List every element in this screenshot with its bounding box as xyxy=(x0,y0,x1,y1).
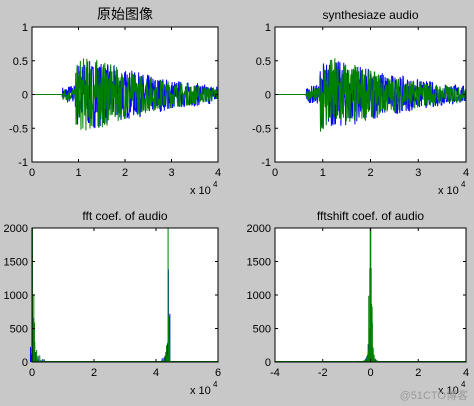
x-tick-label: 0 xyxy=(367,367,373,379)
y-tick-label: 0 xyxy=(265,90,271,102)
y-tick-label: 500 xyxy=(10,324,28,336)
series-2 xyxy=(32,58,219,131)
x-tick-label: 4 xyxy=(463,367,469,379)
y-tick-label: 2000 xyxy=(247,223,271,235)
x-tick-label: 0 xyxy=(29,167,35,179)
subplot-title: 原始图像 xyxy=(97,6,153,22)
y-tick-label: 1 xyxy=(22,22,28,34)
y-tick-label: 1000 xyxy=(247,290,271,302)
series-2-line xyxy=(32,58,219,131)
x-tick-label: 0 xyxy=(272,167,278,179)
x-exponent-power: 4 xyxy=(213,380,218,389)
y-tick-label: -1 xyxy=(18,157,28,169)
y-tick-label: 0 xyxy=(22,357,28,369)
series-2-line xyxy=(275,58,467,132)
subplot-title: synthesiaze audio xyxy=(322,8,418,22)
x-exponent-power: 4 xyxy=(213,180,218,189)
y-tick-label: -1 xyxy=(261,157,271,169)
x-tick-label: 3 xyxy=(415,167,421,179)
x-tick-label: 4 xyxy=(153,367,159,379)
x-tick-label: 2 xyxy=(367,167,373,179)
x-tick-label: 2 xyxy=(415,367,421,379)
x-tick-label: -4 xyxy=(270,367,280,379)
x-exponent-power: 4 xyxy=(461,380,466,389)
y-tick-label: 1500 xyxy=(247,257,271,269)
x-tick-label: 4 xyxy=(463,167,469,179)
x-exponent-label: x 10 xyxy=(190,385,211,397)
y-tick-label: 1 xyxy=(265,22,271,34)
x-tick-label: 2 xyxy=(91,367,97,379)
x-tick-label: -2 xyxy=(318,367,328,379)
x-tick-label: 2 xyxy=(122,167,128,179)
y-tick-label: -0.5 xyxy=(252,123,271,135)
y-tick-label: 0 xyxy=(265,357,271,369)
subplot-4: -4 -2 0 2 4 0 500 1000 1500 2000 fftshift coef. of… xyxy=(247,209,470,397)
y-tick-label: -0.5 xyxy=(9,123,28,135)
x-tick-label: 4 xyxy=(215,167,221,179)
y-tick-label: 0 xyxy=(22,90,28,102)
y-tick-label: 1500 xyxy=(4,257,28,269)
x-tick-label: 0 xyxy=(29,367,35,379)
x-tick-label: 1 xyxy=(75,167,81,179)
x-tick-label: 1 xyxy=(320,167,326,179)
x-exponent-label: x 10 xyxy=(438,385,459,397)
x-tick-label: 6 xyxy=(215,367,221,379)
y-tick-label: 1000 xyxy=(4,290,28,302)
x-exponent-label: x 10 xyxy=(190,185,211,197)
series-2 xyxy=(275,58,467,132)
plot-area xyxy=(32,228,218,362)
y-tick-label: 2000 xyxy=(4,223,28,235)
x-tick-label: 3 xyxy=(168,167,174,179)
y-tick-label: 0.5 xyxy=(256,56,271,68)
x-exponent-label: x 10 xyxy=(438,185,459,197)
y-tick-label: 500 xyxy=(253,324,271,336)
subplot-title: fftshift coef. of audio xyxy=(317,209,425,223)
subplot-title: fft coef. of audio xyxy=(82,209,167,223)
watermark: @51CTO博客 xyxy=(400,388,468,402)
x-exponent-power: 4 xyxy=(461,180,466,189)
y-tick-label: 0.5 xyxy=(13,56,28,68)
